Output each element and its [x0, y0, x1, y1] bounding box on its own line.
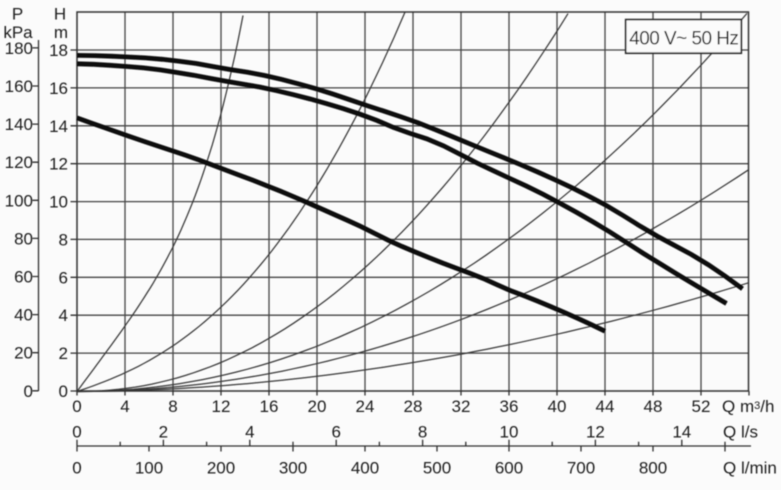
svg-text:36: 36 — [500, 397, 519, 416]
svg-text:8: 8 — [418, 423, 427, 442]
svg-text:0: 0 — [59, 382, 68, 401]
svg-text:300: 300 — [279, 459, 307, 478]
svg-text:P: P — [12, 5, 23, 24]
svg-text:10: 10 — [49, 193, 68, 212]
svg-text:52: 52 — [692, 397, 711, 416]
svg-text:40: 40 — [14, 306, 33, 325]
svg-text:2: 2 — [159, 423, 168, 442]
svg-text:400 V~ 50 Hz: 400 V~ 50 Hz — [629, 28, 738, 49]
svg-text:180: 180 — [5, 39, 33, 58]
svg-text:44: 44 — [596, 397, 615, 416]
svg-text:20: 20 — [14, 344, 33, 363]
svg-text:400: 400 — [351, 459, 379, 478]
svg-text:40: 40 — [548, 397, 567, 416]
svg-text:60: 60 — [14, 268, 33, 287]
svg-text:8: 8 — [168, 397, 177, 416]
svg-text:4: 4 — [59, 306, 68, 325]
svg-text:20: 20 — [308, 397, 327, 416]
svg-text:100: 100 — [5, 191, 33, 210]
svg-text:6: 6 — [59, 268, 68, 287]
svg-text:28: 28 — [404, 397, 423, 416]
svg-text:H: H — [54, 5, 66, 24]
svg-text:2: 2 — [59, 344, 68, 363]
svg-text:16: 16 — [260, 397, 279, 416]
svg-text:200: 200 — [207, 459, 235, 478]
svg-text:100: 100 — [135, 459, 163, 478]
svg-text:12: 12 — [586, 423, 605, 442]
svg-text:Q l/min: Q l/min — [723, 459, 777, 478]
svg-text:800: 800 — [639, 459, 667, 478]
svg-text:14: 14 — [49, 117, 68, 136]
svg-text:10: 10 — [500, 423, 519, 442]
svg-text:Q l/s: Q l/s — [723, 423, 758, 442]
svg-text:24: 24 — [356, 397, 375, 416]
svg-text:12: 12 — [212, 397, 231, 416]
svg-text:0: 0 — [72, 397, 81, 416]
svg-text:32: 32 — [452, 397, 471, 416]
svg-text:140: 140 — [5, 115, 33, 134]
svg-text:6: 6 — [331, 423, 340, 442]
svg-text:kPa: kPa — [3, 23, 33, 42]
svg-text:m: m — [54, 23, 68, 42]
svg-text:18: 18 — [49, 41, 68, 60]
svg-text:4: 4 — [120, 397, 129, 416]
svg-text:500: 500 — [423, 459, 451, 478]
svg-text:0: 0 — [24, 382, 33, 401]
svg-text:48: 48 — [644, 397, 663, 416]
svg-text:0: 0 — [72, 459, 81, 478]
svg-text:14: 14 — [672, 423, 691, 442]
svg-text:4: 4 — [245, 423, 254, 442]
svg-text:600: 600 — [495, 459, 523, 478]
svg-text:80: 80 — [14, 229, 33, 248]
svg-text:16: 16 — [49, 79, 68, 98]
svg-text:120: 120 — [5, 153, 33, 172]
svg-text:8: 8 — [59, 230, 68, 249]
svg-text:700: 700 — [567, 459, 595, 478]
svg-text:160: 160 — [5, 77, 33, 96]
svg-text:12: 12 — [49, 155, 68, 174]
svg-text:0: 0 — [72, 423, 81, 442]
svg-text:Q m3/h: Q m3/h — [722, 397, 774, 416]
